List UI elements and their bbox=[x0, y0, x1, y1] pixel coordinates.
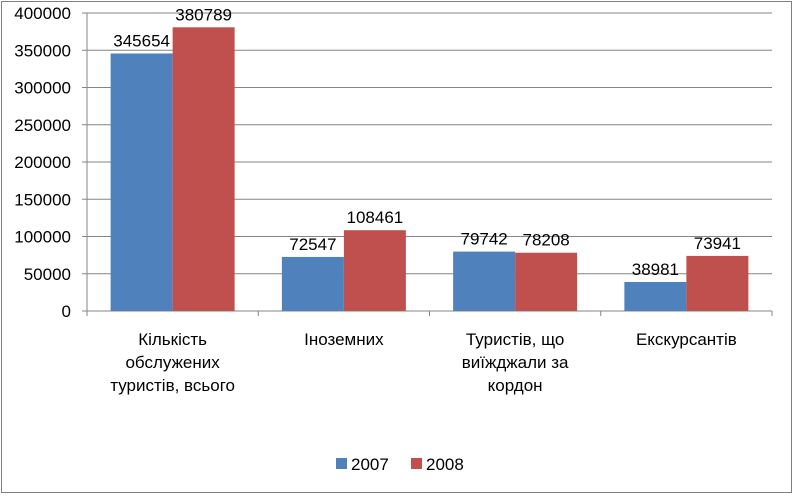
bar-2007 bbox=[624, 281, 687, 311]
legend-swatch-2008 bbox=[411, 458, 422, 469]
category-label: виїжджали за bbox=[462, 353, 569, 372]
bar-2007 bbox=[110, 53, 173, 312]
y-tick-label: 0 bbox=[62, 302, 71, 321]
y-tick-label: 50000 bbox=[24, 265, 71, 284]
y-tick-label: 400000 bbox=[14, 4, 71, 23]
bar-2007 bbox=[453, 251, 516, 311]
data-label: 380789 bbox=[175, 5, 232, 24]
category-label: Іноземних bbox=[304, 330, 384, 349]
data-label: 345654 bbox=[113, 31, 170, 50]
category-label: Кількість bbox=[138, 330, 207, 349]
legend-swatch-2007 bbox=[336, 458, 347, 469]
data-label: 108461 bbox=[347, 208, 404, 227]
category-label: Туристів, що bbox=[466, 330, 564, 349]
data-label: 79742 bbox=[460, 230, 507, 249]
category-label: кордон bbox=[488, 376, 543, 395]
category-label: обслужених bbox=[125, 353, 220, 372]
y-tick-label: 350000 bbox=[14, 41, 71, 60]
legend-label: 2008 bbox=[426, 455, 464, 474]
category-label: Екскурсантів bbox=[636, 330, 737, 349]
bar-2008 bbox=[343, 230, 406, 311]
data-label: 72547 bbox=[289, 235, 336, 254]
data-label: 78208 bbox=[522, 231, 569, 250]
y-tick-label: 150000 bbox=[14, 190, 71, 209]
y-tick-label: 300000 bbox=[14, 79, 71, 98]
bar-2008 bbox=[172, 27, 235, 311]
data-label: 38981 bbox=[632, 260, 679, 279]
bar-2008 bbox=[515, 252, 578, 311]
category-label: туристів, всього bbox=[110, 376, 235, 395]
bar-2007 bbox=[281, 256, 344, 311]
bar-2008 bbox=[686, 255, 749, 311]
y-tick-label: 250000 bbox=[14, 116, 71, 135]
data-label: 73941 bbox=[694, 234, 741, 253]
legend-label: 2007 bbox=[351, 455, 389, 474]
y-tick-label: 100000 bbox=[14, 228, 71, 247]
y-tick-label: 200000 bbox=[14, 153, 71, 172]
